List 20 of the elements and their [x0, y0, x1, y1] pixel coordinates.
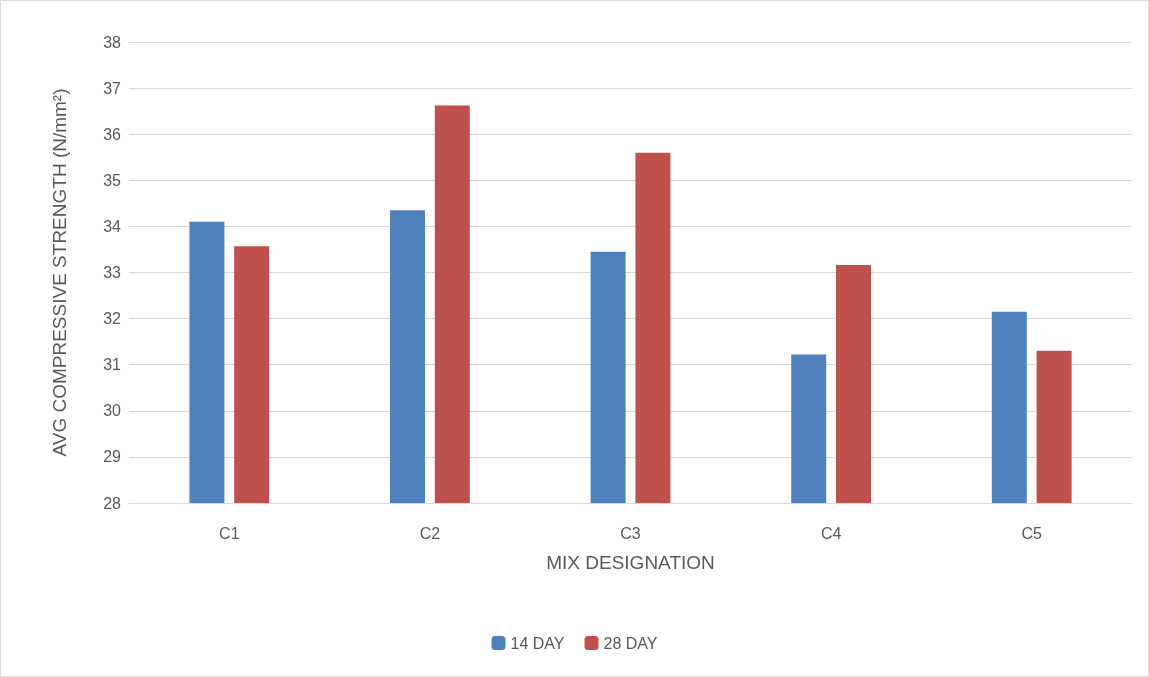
x-tick-label: C2 — [419, 524, 441, 542]
y-tick-label: 30 — [103, 402, 122, 420]
legend-label: 28 DAY — [603, 634, 658, 652]
x-axis-title: MIX DESIGNATION — [546, 552, 715, 573]
y-tick-label: 32 — [103, 310, 122, 328]
y-tick-label: 37 — [103, 79, 122, 97]
legend-label: 14 DAY — [510, 634, 565, 652]
x-tick-label: C5 — [1021, 524, 1043, 542]
y-tick-label: 29 — [103, 448, 122, 466]
y-tick-label: 36 — [103, 125, 122, 143]
y-tick-label: 28 — [103, 494, 122, 512]
x-tick-label: C3 — [620, 524, 641, 542]
y-tick-label: 38 — [103, 33, 122, 51]
x-tick-label: C1 — [219, 524, 240, 542]
y-axis-title: AVG COMPRESSIVE STRENGTH (N/mm²) — [49, 88, 70, 457]
y-tick-label: 31 — [103, 356, 122, 374]
y-tick-label: 35 — [103, 171, 122, 189]
x-tick-label: C4 — [820, 524, 842, 542]
y-tick-label: 33 — [103, 264, 122, 281]
y-tick-label: 34 — [103, 217, 122, 235]
